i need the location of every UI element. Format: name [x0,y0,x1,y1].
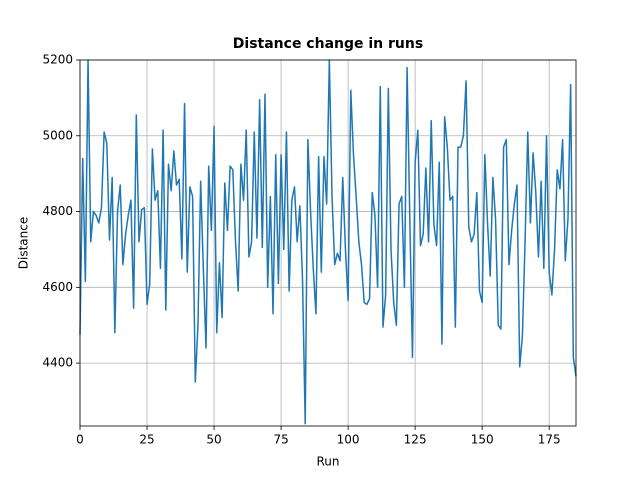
x-axis-label: Run [316,455,339,469]
data-line [79,59,577,425]
x-tick-label: 175 [538,433,561,447]
x-tick-label: 25 [139,433,154,447]
x-tick-label: 125 [404,433,427,447]
y-tick-label: 4800 [42,204,73,218]
plot-frame [79,59,577,427]
x-tick-label: 0 [76,433,84,447]
y-tick-label: 4400 [42,356,73,370]
x-tick-label: 100 [337,433,360,447]
x-tick-label: 75 [273,433,288,447]
y-tick-label: 4600 [42,280,73,294]
y-axis-label: Distance [17,217,31,269]
chart-title: Distance change in runs [233,36,423,52]
x-tick-label: 150 [471,433,494,447]
y-tick-label: 5000 [42,128,73,142]
y-tick-label: 5200 [42,53,73,67]
x-tick-label: 50 [206,433,221,447]
